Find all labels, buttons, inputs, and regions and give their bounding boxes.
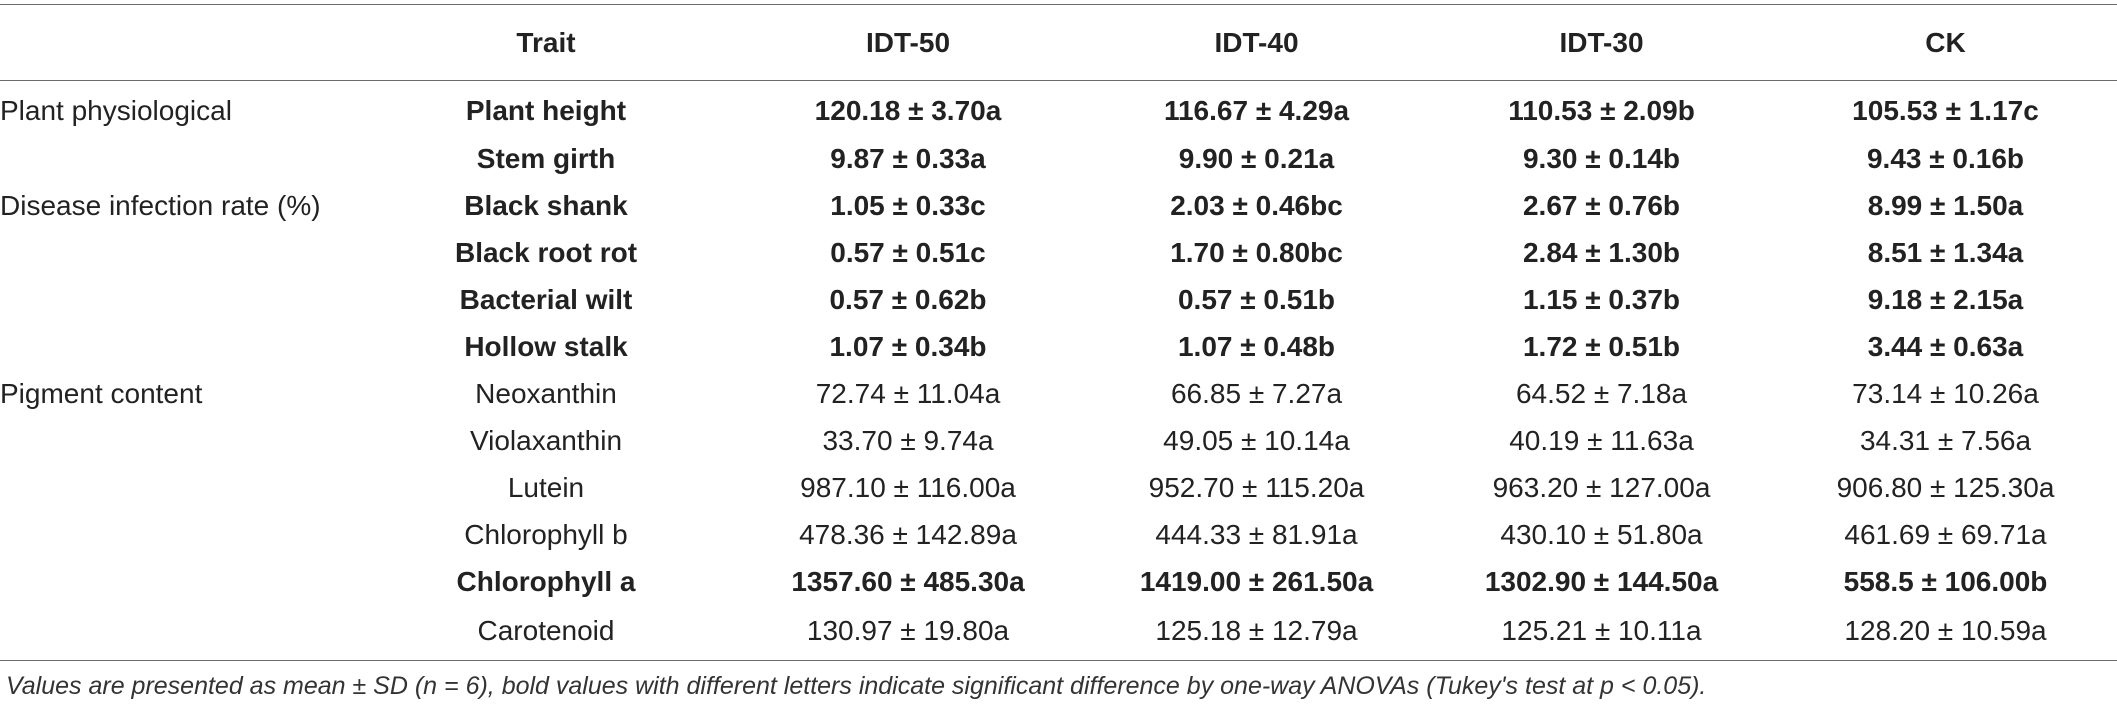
value-cell-ck: 8.99 ± 1.50a	[1867, 189, 2024, 221]
value-cell-idt-30: 2.84 ± 1.30b	[1522, 236, 1681, 268]
value-cell-ck: 34.31 ± 7.56a	[1859, 424, 2032, 456]
value-cell-idt-30: 1.72 ± 0.51b	[1522, 330, 1681, 362]
value-cell-idt-30: 2.67 ± 0.76b	[1522, 189, 1681, 221]
value-cell-idt-50: 130.97 ± 19.80a	[806, 614, 1010, 646]
category-cell	[0, 558, 360, 605]
category-cell	[0, 276, 360, 323]
table-footnote: Values are presented as mean ± SD (n = 6…	[6, 672, 1707, 700]
table-row: Plant physiological Plant height 120.18 ± …	[0, 81, 2117, 136]
value-cell-idt-30: 110.53 ± 2.09b	[1508, 95, 1695, 126]
data-table: Trait IDT-50 IDT-40 IDT-30 CK Plant phys…	[0, 4, 2117, 661]
value-cell-idt-50: 1.05 ± 0.33c	[830, 189, 986, 221]
category-cell	[0, 229, 360, 276]
table-row: Chlorophyll a 1357.60 ± 485.30a 1419.00 ± …	[0, 558, 2117, 605]
value-cell-idt-40: 125.18 ± 12.79a	[1155, 614, 1358, 646]
value-cell-idt-30: 430.10 ± 51.80a	[1500, 518, 1703, 550]
table-body: Plant physiological Plant height 120.18 ± …	[0, 81, 2117, 661]
table-row: Carotenoid 130.97 ± 19.80a 125.18 ± 12.79a…	[0, 605, 2117, 661]
header-idt-30: IDT-30	[1559, 26, 1644, 58]
table-row: Chlorophyll b 478.36 ± 142.89a 444.33 ± 81…	[0, 511, 2117, 558]
value-cell-ck: 73.14 ± 10.26a	[1852, 377, 2039, 409]
value-cell-idt-30: 9.30 ± 0.14b	[1522, 142, 1681, 174]
value-cell-idt-50: 478.36 ± 142.89a	[799, 518, 1017, 550]
value-cell-idt-30: 963.20 ± 127.00a	[1492, 471, 1711, 503]
trait-cell: Black shank	[464, 189, 628, 221]
header-idt-50: IDT-50	[865, 26, 951, 58]
category-cell: Disease infection rate (%)	[0, 189, 321, 221]
value-cell-idt-40: 1419.00 ± 261.50a	[1139, 565, 1374, 597]
header-category	[0, 5, 360, 81]
table-row: Black root rot 0.57 ± 0.51c 1.70 ± 0.80bc 2…	[0, 229, 2117, 276]
table-row: Disease infection rate (%) Black shank 1.0…	[0, 182, 2117, 229]
value-cell-idt-50: 120.18 ± 3.70a	[814, 95, 1002, 126]
value-cell-idt-30: 64.52 ± 7.18a	[1515, 377, 1688, 409]
value-cell-ck: 105.53 ± 1.17c	[1852, 95, 2039, 126]
category-cell	[0, 511, 360, 558]
value-cell-idt-40: 952.70 ± 115.20a	[1148, 471, 1365, 503]
trait-cell: Neoxanthin	[475, 377, 617, 409]
value-cell-idt-40: 1.07 ± 0.48b	[1177, 330, 1336, 362]
value-cell-idt-50: 9.87 ± 0.33a	[830, 142, 986, 174]
category-cell	[0, 464, 360, 511]
value-cell-idt-50: 72.74 ± 11.04a	[815, 377, 1001, 409]
value-cell-ck: 906.80 ± 125.30a	[1836, 471, 2055, 503]
value-cell-ck: 128.20 ± 10.59a	[1844, 614, 2047, 646]
value-cell-idt-50: 1.07 ± 0.34b	[829, 330, 987, 362]
table-row: Lutein 987.10 ± 116.00a 952.70 ± 115.20a 96…	[0, 464, 2117, 511]
table-row: Hollow stalk 1.07 ± 0.34b 1.07 ± 0.48b 1.72…	[0, 323, 2117, 370]
trait-cell: Stem girth	[476, 142, 616, 174]
value-cell-idt-40: 0.57 ± 0.51b	[1177, 283, 1336, 315]
value-cell-ck: 9.43 ± 0.16b	[1866, 142, 2025, 174]
header-row: Trait IDT-50 IDT-40 IDT-30 CK	[0, 4, 2117, 81]
value-cell-ck: 8.51 ± 1.34a	[1867, 236, 2024, 268]
table-row: Pigment content Neoxanthin 72.74 ± 11.04a 6…	[0, 370, 2117, 417]
value-cell-idt-40: 9.90 ± 0.21a	[1178, 142, 1335, 174]
value-cell-idt-50: 0.57 ± 0.62b	[829, 283, 987, 315]
value-cell-ck: 558.5 ± 106.00b	[1843, 565, 2048, 597]
trait-cell: Plant height	[465, 95, 627, 126]
value-cell-idt-50: 0.57 ± 0.51c	[830, 236, 986, 268]
value-cell-idt-30: 1.15 ± 0.37b	[1522, 283, 1681, 315]
value-cell-idt-40: 66.85 ± 7.27a	[1170, 377, 1343, 409]
value-cell-idt-50: 987.10 ± 116.00a	[800, 471, 1016, 503]
table-row: Bacterial wilt 0.57 ± 0.62b 0.57 ± 0.51b 1.…	[0, 276, 2117, 323]
value-cell-idt-40: 116.67 ± 4.29a	[1163, 95, 1350, 126]
trait-cell: Carotenoid	[477, 614, 615, 646]
value-cell-ck: 3.44 ± 0.63a	[1867, 330, 2024, 362]
table-row: Violaxanthin 33.70 ± 9.74a 49.05 ± 10.14a 4…	[0, 417, 2117, 464]
value-cell-idt-40: 1.70 ± 0.80bc	[1170, 236, 1343, 268]
trait-cell: Lutein	[507, 471, 585, 503]
header-trait: Trait	[516, 26, 576, 58]
category-cell	[0, 135, 360, 182]
category-cell	[0, 323, 360, 370]
category-cell: Pigment content	[0, 377, 203, 409]
trait-cell: Chlorophyll b	[464, 518, 628, 550]
trait-cell: Violaxanthin	[469, 424, 623, 456]
category-cell	[0, 417, 360, 464]
header-idt-40: IDT-40	[1214, 26, 1299, 58]
table-row: Stem girth 9.87 ± 0.33a 9.90 ± 0.21a 9.30 ±…	[0, 135, 2117, 182]
trait-cell: Hollow stalk	[464, 330, 628, 362]
trait-cell: Bacterial wilt	[459, 283, 633, 315]
header-ck: CK	[1925, 26, 1966, 58]
value-cell-idt-40: 49.05 ± 10.14a	[1163, 424, 1350, 456]
value-cell-idt-40: 444.33 ± 81.91a	[1155, 518, 1358, 550]
value-cell-idt-30: 1302.90 ± 144.50a	[1484, 565, 1719, 597]
category-cell	[0, 605, 360, 661]
value-cell-idt-40: 2.03 ± 0.46bc	[1170, 189, 1343, 221]
value-cell-idt-30: 125.21 ± 10.11a	[1501, 614, 1702, 646]
trait-cell: Chlorophyll a	[456, 565, 636, 597]
value-cell-ck: 9.18 ± 2.15a	[1867, 283, 2024, 315]
value-cell-ck: 461.69 ± 69.71a	[1844, 518, 2047, 550]
category-cell: Plant physiological	[0, 95, 232, 126]
value-cell-idt-50: 33.70 ± 9.74a	[822, 424, 994, 456]
value-cell-idt-50: 1357.60 ± 485.30a	[791, 565, 1025, 597]
value-cell-idt-30: 40.19 ± 11.63a	[1509, 424, 1694, 456]
trait-cell: Black root rot	[454, 236, 638, 268]
